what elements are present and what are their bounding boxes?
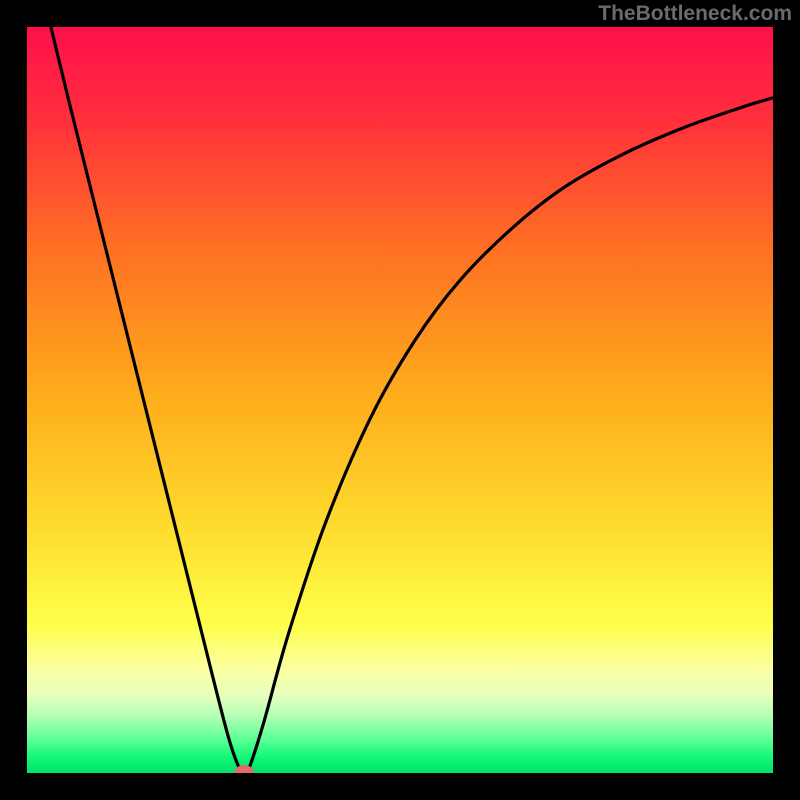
bottleneck-curve — [27, 27, 773, 773]
watermark-text: TheBottleneck.com — [598, 2, 792, 26]
chart-canvas: TheBottleneck.com — [0, 0, 800, 800]
curve-path — [51, 27, 773, 773]
plot-area — [27, 27, 773, 773]
